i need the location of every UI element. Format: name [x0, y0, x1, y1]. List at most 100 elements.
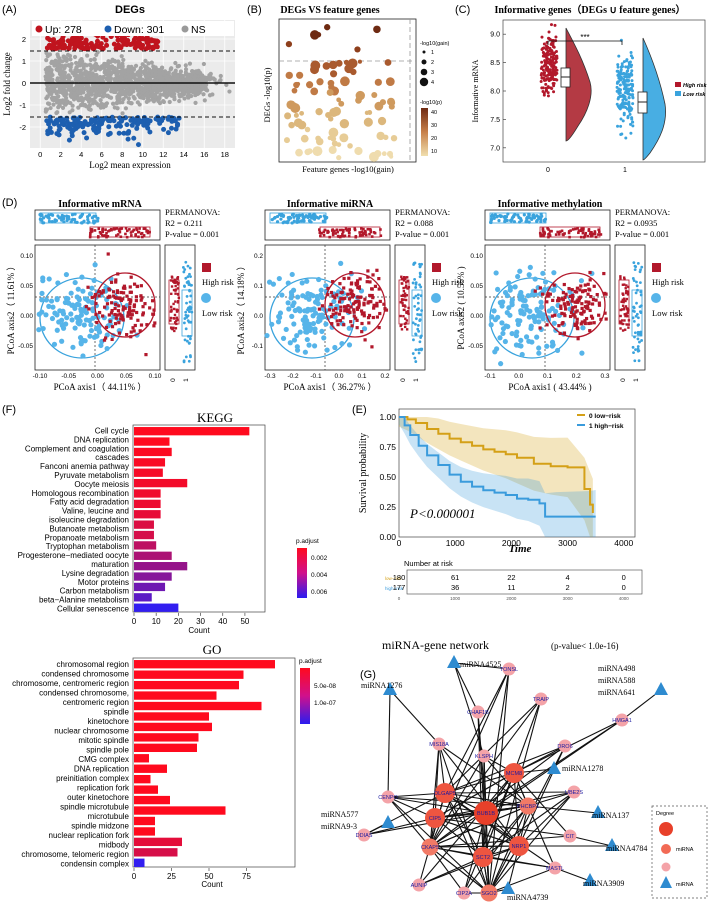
pcoa-side-high-point [402, 289, 406, 293]
pcoa-side-low-point [635, 301, 638, 305]
pcoa-top-high-point [334, 232, 337, 235]
up-point [61, 44, 67, 50]
pcoa-low-point [87, 291, 94, 297]
high-risk-point [541, 68, 545, 72]
down-point [47, 114, 53, 120]
pcoa-high-point [113, 306, 117, 311]
pcoa-side-low-point [414, 294, 418, 298]
ns-point [119, 71, 124, 77]
pcoa-high-point [357, 303, 361, 307]
pcoa-high-point [592, 321, 596, 325]
pcoa-low-point [500, 330, 506, 337]
feature-gene-point [347, 143, 353, 149]
feature-gene-point [327, 79, 335, 87]
up-point [136, 42, 142, 48]
high-risk-point [554, 60, 558, 64]
low-risk-point [625, 70, 629, 74]
pcoa-low-point [89, 300, 95, 306]
low-risk-point [623, 95, 627, 99]
pcoa-top-low-point [527, 220, 531, 224]
ns-point [73, 60, 79, 66]
pcoa-side-low-point [188, 288, 191, 292]
pcoa-legend-low-marker [431, 293, 441, 303]
pcoa-high-point [570, 299, 574, 303]
pcoa-low-point [540, 270, 546, 276]
pcoa-low-point [72, 279, 78, 286]
km-confidence-band [399, 417, 596, 537]
pcoa-top-high-point [582, 227, 585, 230]
pcoa-side-high-point [622, 276, 626, 279]
pcoa-high-point [552, 283, 556, 287]
ns-point [144, 64, 149, 70]
ns-point [92, 64, 98, 69]
pcoa-high-point [556, 296, 561, 301]
network-mirna-node [447, 655, 461, 668]
pcoa-high-point [128, 305, 132, 309]
pcoa-top-low-point [322, 214, 326, 218]
high-risk-point [540, 86, 544, 90]
high-risk-point [555, 54, 559, 58]
pcoa-high-point [582, 310, 586, 314]
enrichment-bar [134, 458, 166, 467]
pcoa-side-high-point [626, 307, 630, 311]
legend-up-marker [35, 25, 43, 33]
ns-point [144, 99, 149, 104]
network-gene-node [412, 878, 426, 892]
pcoa-low-point [74, 294, 80, 300]
ns-point [68, 82, 73, 88]
pcoa-high-point [326, 286, 330, 291]
network-gene-label: KLSPH [475, 754, 493, 760]
pcoa-high-point [105, 302, 110, 306]
pcoa-low-point [316, 276, 322, 283]
down-point [131, 135, 137, 141]
ns-point [67, 53, 73, 58]
pcoa-top-high-point [115, 227, 119, 230]
pcoa-top-high-point [141, 235, 144, 239]
pcoa-low-point [331, 298, 337, 305]
network-mirna-node [547, 761, 561, 774]
pcoa-legend-low-marker [201, 293, 211, 303]
pcoa-top-low-point [524, 220, 529, 224]
go-colorbar-label-2: 1.0e-07 [314, 700, 336, 707]
pcoa-xlabel: PCoA axis1 ( 43.44% ) [508, 382, 591, 392]
pcoa-top-high-point [338, 228, 342, 232]
enrichment-bar [134, 701, 262, 711]
ns-point [164, 87, 169, 92]
pcoa-side-high-point [619, 275, 622, 278]
low-risk-point [629, 65, 633, 69]
pcoa-low-point [527, 264, 533, 270]
up-point [67, 42, 73, 48]
panel-c-title: Informative genes（DEGs ∪ feature genes） [495, 3, 686, 16]
enrichment-category-label: Progesterone−mediated oocyte [18, 551, 130, 560]
pcoa-high-point [337, 312, 342, 316]
panel-b-colorbar-label-4: 10 [431, 149, 437, 155]
feature-gene-point [296, 71, 304, 79]
ns-point [93, 67, 98, 73]
panel-b-title: DEGs VS feature genes [280, 5, 379, 16]
low-risk-point [629, 51, 633, 55]
pcoa-top-high-point [134, 234, 137, 238]
pcoa-high-ellipse [544, 272, 606, 338]
low-risk-point [620, 62, 624, 66]
ns-point [204, 78, 209, 83]
low-risk-point [622, 113, 626, 117]
pcoa-high-point [550, 314, 554, 318]
pcoa-high-point [590, 316, 595, 320]
km-curve [399, 416, 594, 513]
pcoa-high-point [331, 312, 335, 316]
pcoa-high-point [580, 302, 584, 306]
pcoa-side-low-point [632, 279, 636, 283]
go-frame [132, 657, 296, 868]
ns-point [168, 85, 173, 90]
ns-point [92, 98, 97, 104]
pcoa-side-high-point [403, 292, 407, 295]
pcoa-side-low-point [416, 301, 420, 305]
pcoa-xtick: -0.10 [33, 373, 48, 380]
network-gene-node [471, 705, 485, 719]
pcoa-low-point [75, 286, 81, 292]
pcoa-high-point [357, 305, 361, 309]
pcoa-high-point [125, 294, 129, 298]
enrichment-bar [134, 541, 157, 550]
pcoa-side-low-point [411, 321, 415, 325]
ns-point [151, 86, 156, 92]
